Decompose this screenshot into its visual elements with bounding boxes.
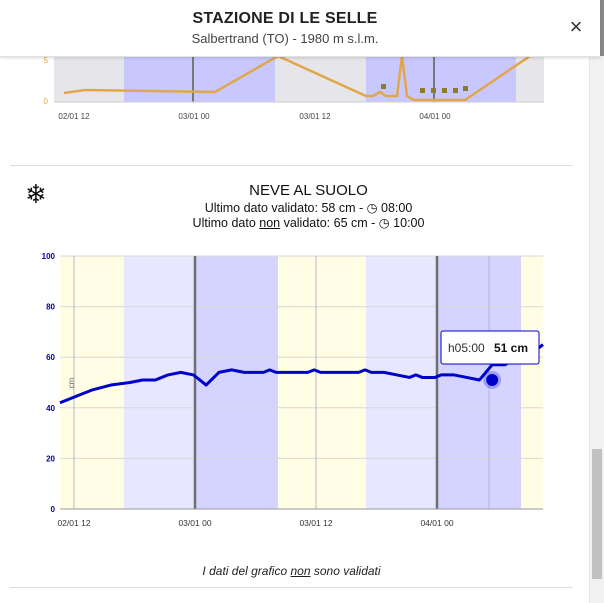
clock-icon: ◷ — [366, 201, 378, 215]
nonvalidated-time: 10:00 — [393, 216, 425, 230]
top-y-tick-5: 5 — [44, 56, 49, 65]
top-x-tick: 03/01 00 — [178, 112, 210, 121]
section-divider — [10, 165, 573, 166]
day-band — [521, 256, 543, 509]
nonvalidated-non: non — [259, 216, 281, 230]
y-tick-label: 100 — [42, 252, 56, 261]
y-tick-label: 20 — [46, 454, 55, 463]
footnote-text-1: I dati del grafico — [202, 564, 291, 578]
chart-grid — [60, 255, 543, 510]
nonvalidated-text-2: validato: 65 cm - — [280, 216, 379, 230]
y-tick-label: 80 — [46, 303, 55, 312]
y-tick-label: 60 — [46, 353, 55, 362]
modal-header: STAZIONE DI LE SELLE Salbertrand (TO) - … — [0, 0, 600, 57]
x-tick-label: 03/01 00 — [178, 518, 211, 528]
scrollbar-thumb[interactable] — [592, 449, 602, 579]
chart-background — [60, 256, 543, 509]
snow-depth-chart[interactable]: 100 80 60 40 20 0 02/01 12 03/01 00 03/01 12 04/… — [0, 245, 589, 545]
x-tick-label: 02/01 12 — [57, 518, 90, 528]
band-shade — [366, 256, 436, 509]
y-axis-unit: cm — [67, 377, 76, 388]
top-x-tick: 03/01 12 — [299, 112, 331, 121]
x-axis: 02/01 12 03/01 00 03/01 12 04/01 00 — [57, 518, 453, 528]
station-subtitle: Salbertrand (TO) - 1980 m s.l.m. — [191, 31, 379, 46]
y-axis: 100 80 60 40 20 0 — [42, 252, 56, 514]
top-x-tick: 02/01 12 — [58, 112, 90, 121]
chart-series — [59, 343, 544, 405]
snowflake-icon: ❄ — [25, 179, 47, 209]
y-tick-label: 0 — [51, 505, 56, 514]
x-tick-label: 04/01 00 — [420, 518, 453, 528]
footnote-non: non — [290, 564, 311, 578]
section-title: NEVE AL SUOLO — [249, 182, 368, 199]
station-panel: 5 0 02/01 12 03/01 00 03/01 12 04/01 00 … — [0, 0, 590, 603]
validated-line: Ultimo dato validato: 58 cm - ◷ 08:00 — [0, 200, 604, 215]
nonvalidated-line: Ultimo dato non validato: 65 cm - ◷ 10:0… — [0, 215, 604, 230]
validated-time: 08:00 — [381, 201, 413, 215]
tooltip-value: 51 cm — [494, 341, 528, 355]
snow-depth-line — [59, 343, 544, 405]
scrollbar[interactable] — [589, 56, 604, 603]
chart-tooltip: h05:00 51 cm — [440, 330, 540, 389]
chart-footnote: I dati del grafico non sono validati — [0, 564, 583, 578]
nonvalidated-text-1: Ultimo dato — [192, 216, 260, 230]
validated-text: Ultimo dato validato: 58 cm - — [204, 201, 367, 215]
y-tick-label: 40 — [46, 404, 55, 413]
top-x-tick: 04/01 00 — [419, 112, 451, 121]
clock-icon: ◷ — [378, 216, 390, 230]
top-chart: 5 0 02/01 12 03/01 00 03/01 12 04/01 00 — [44, 56, 544, 121]
tooltip-time: h05:00 — [448, 341, 485, 355]
station-title: STAZIONE DI LE SELLE — [192, 10, 378, 27]
day-band — [278, 256, 366, 509]
x-tick-label: 03/01 12 — [299, 518, 332, 528]
top-y-tick-0: 0 — [44, 97, 49, 106]
bottom-divider — [10, 587, 573, 588]
tooltip-point — [486, 373, 499, 386]
tooltip-box — [440, 330, 540, 365]
close-button[interactable]: × — [569, 14, 583, 39]
footnote-text-2: sono validati — [310, 564, 381, 578]
day-band — [60, 256, 124, 509]
